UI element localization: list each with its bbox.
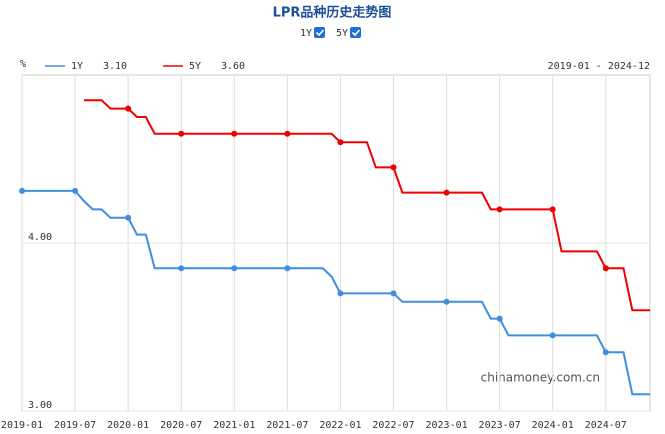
x-tick-label: 2021-07 [266,420,308,431]
data-point [231,130,238,137]
toggle-check [351,29,361,37]
data-point [390,164,397,171]
toggle-label: 1Y [300,28,312,39]
x-tick-label: 2020-07 [160,420,202,431]
data-point [178,130,185,137]
data-point [602,349,609,356]
data-point [602,265,609,272]
range-label: 2019-01 - 2024-12 [548,61,650,72]
legend-name: 1Y [71,61,83,72]
data-point [178,265,185,272]
legend-value: 3.10 [103,61,127,72]
x-tick-label: 2021-01 [213,420,255,431]
unit-label: % [20,59,26,70]
data-point [443,298,450,305]
toggle-check [315,29,325,37]
x-tick-label: 2024-07 [585,420,627,431]
data-point [549,332,556,339]
chart-title: LPR品种历史走势图 [273,5,392,21]
y-tick-label: 4.00 [28,232,52,243]
data-point [549,206,556,213]
data-point [390,290,397,297]
data-point [337,139,344,146]
data-point [72,187,79,194]
data-point [496,315,503,322]
data-point [284,265,291,272]
x-tick-label: 2019-07 [54,420,96,431]
x-tick-label: 2023-01 [425,420,467,431]
data-point [125,214,132,221]
watermark: chinamoney.com.cn [481,371,600,385]
data-point [231,265,238,272]
data-point [337,290,344,297]
data-point [19,187,25,194]
legend-name: 5Y [189,61,201,72]
data-point [443,189,450,196]
toggle-label: 5Y [336,28,348,39]
x-tick-label: 2024-01 [532,420,574,431]
toggle-checkbox[interactable] [350,27,361,38]
data-point [284,130,291,137]
x-tick-label: 2019-01 [1,420,43,431]
toggle-checkbox[interactable] [314,27,325,38]
x-tick-label: 2022-07 [372,420,414,431]
y-tick-label: 3.00 [28,400,52,411]
x-tick-label: 2020-01 [107,420,149,431]
legend-value: 3.60 [221,61,245,72]
x-tick-label: 2023-07 [479,420,521,431]
data-point [125,105,132,112]
series-line [83,99,650,312]
x-tick-label: 2022-01 [319,420,361,431]
data-point [496,206,503,213]
